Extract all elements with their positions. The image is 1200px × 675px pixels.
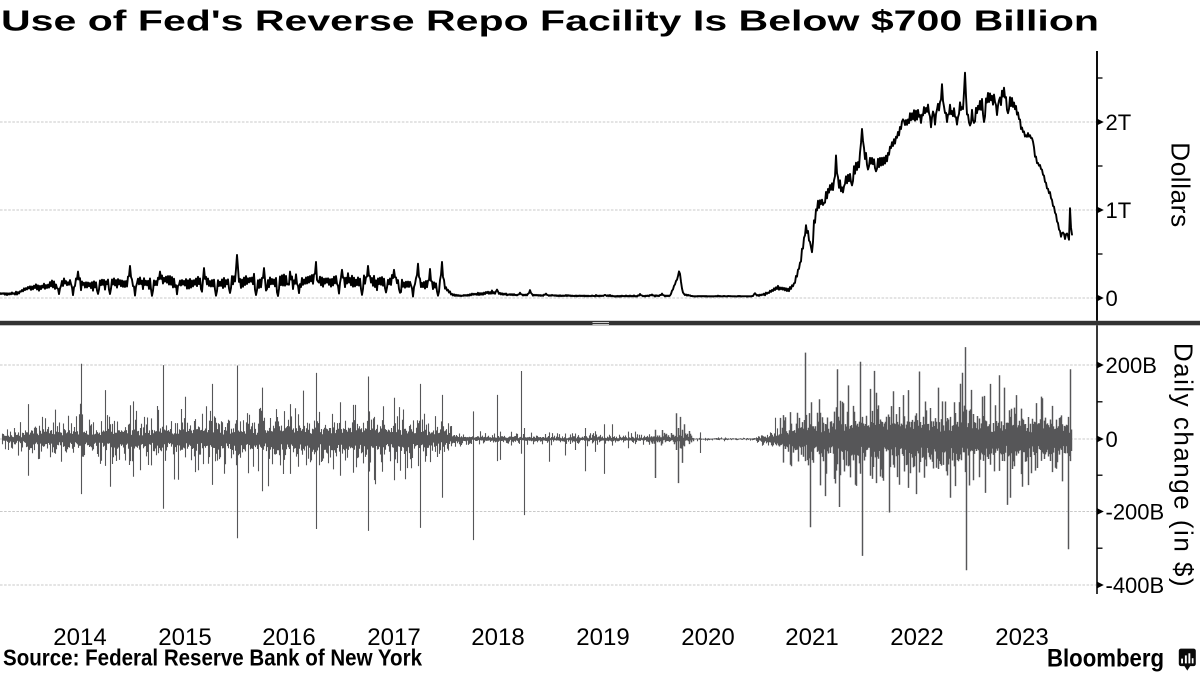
svg-text:2023: 2023	[995, 624, 1048, 651]
svg-text:2022: 2022	[890, 624, 943, 651]
svg-text:2017: 2017	[367, 624, 420, 651]
svg-text:0: 0	[1106, 286, 1118, 311]
svg-text:200B: 200B	[1106, 353, 1157, 378]
svg-text:2019: 2019	[576, 624, 629, 651]
svg-text:-400B: -400B	[1106, 573, 1165, 598]
svg-text:2014: 2014	[53, 624, 106, 651]
svg-text:Daily change (in $): Daily change (in $)	[1169, 343, 1199, 588]
svg-text:Source: Federal Reserve Bank o: Source: Federal Reserve Bank of New York	[3, 645, 422, 671]
svg-text:1T: 1T	[1106, 198, 1132, 223]
svg-text:Dollars: Dollars	[1166, 142, 1196, 227]
svg-text:2018: 2018	[471, 624, 524, 651]
svg-text:2015: 2015	[158, 624, 211, 651]
svg-text:0: 0	[1106, 427, 1118, 452]
svg-text:2021: 2021	[785, 624, 838, 651]
svg-text:Use of Fed's Reverse Repo Faci: Use of Fed's Reverse Repo Facility Is Be…	[1, 6, 1099, 38]
svg-text:2T: 2T	[1106, 110, 1132, 135]
svg-text:2016: 2016	[262, 624, 315, 651]
svg-text:-200B: -200B	[1106, 500, 1165, 525]
svg-text:2020: 2020	[681, 624, 734, 651]
svg-text:Bloomberg: Bloomberg	[1047, 645, 1164, 673]
